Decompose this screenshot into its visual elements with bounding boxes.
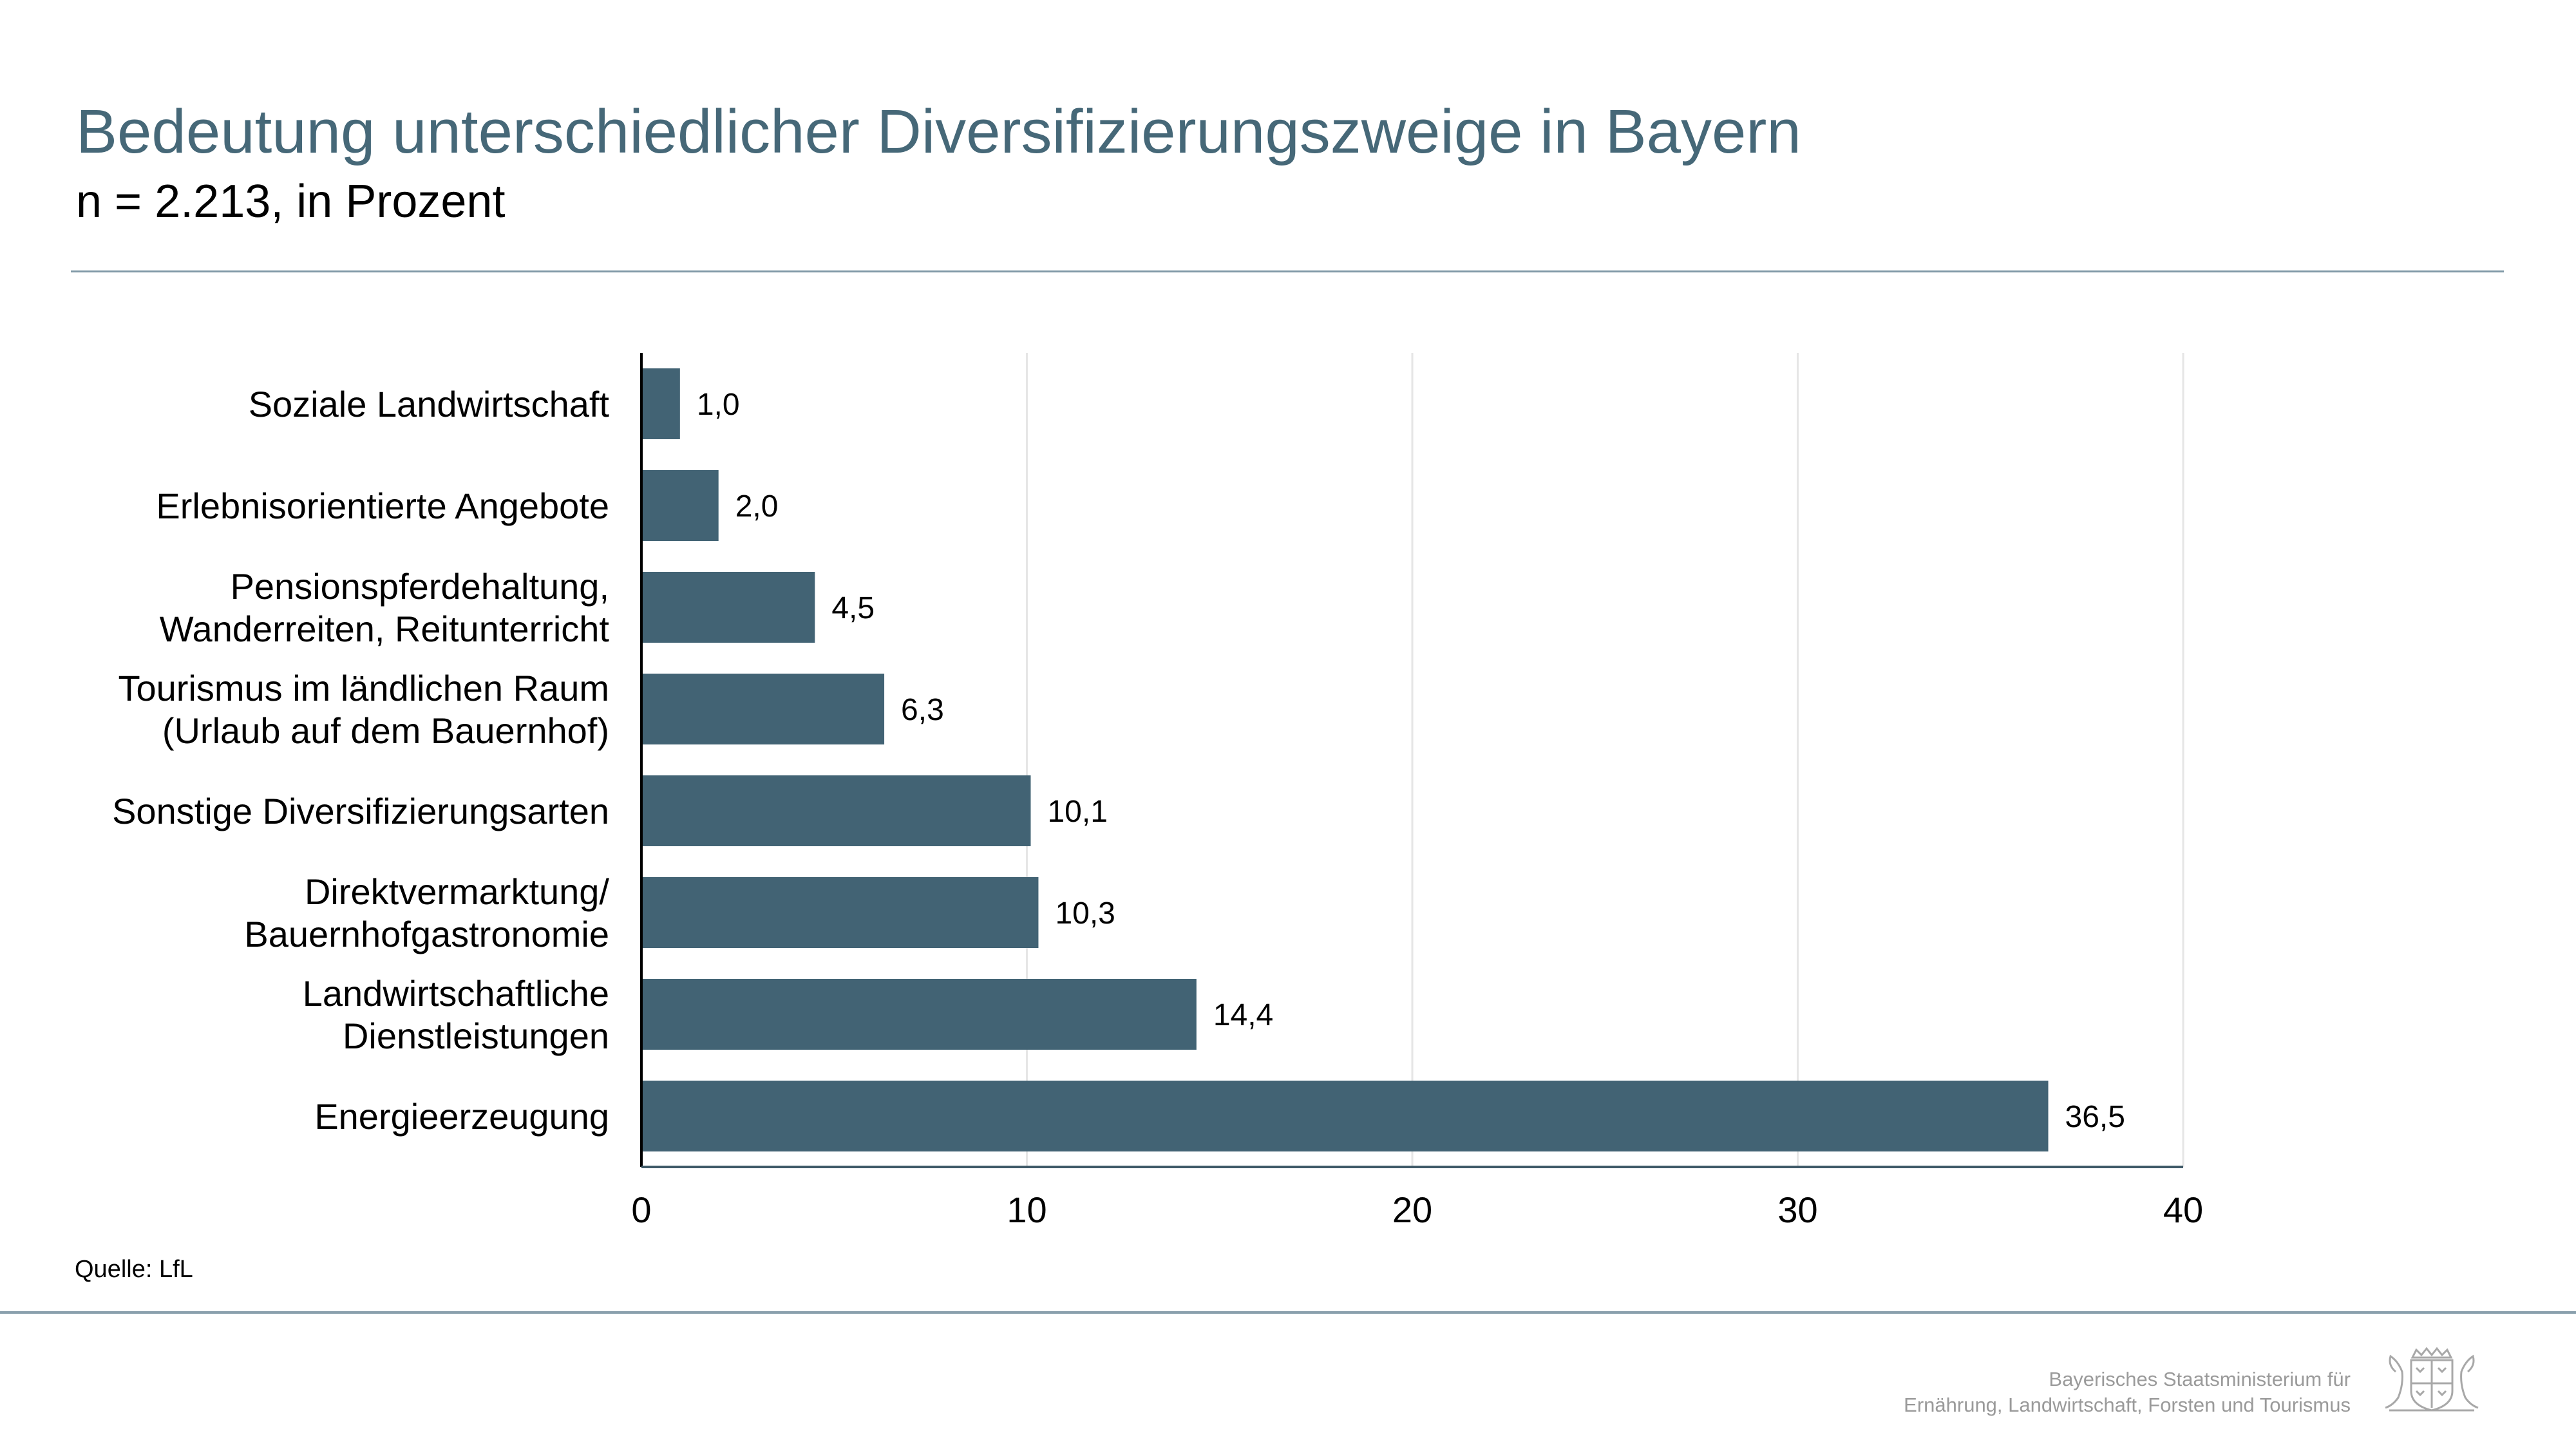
bar-7	[641, 1081, 2049, 1151]
value-label-4: 10,1	[1047, 795, 1107, 829]
category-label-5-0: Direktvermarktung/	[305, 871, 609, 912]
value-label-1: 2,0	[735, 489, 779, 524]
ministry-name: Bayerisches Staatsministerium für Ernähr…	[1904, 1367, 2351, 1418]
category-label-2-0: Pensionspferdehaltung,	[231, 566, 609, 607]
bavarian-coat-of-arms-icon	[2385, 1347, 2479, 1412]
value-label-0: 1,0	[697, 388, 740, 422]
bar-2	[641, 572, 815, 643]
bar-4	[641, 775, 1031, 846]
x-tick-label-0: 0	[631, 1189, 651, 1230]
category-label-5-1: Bauernhofgastronomie	[244, 914, 609, 954]
value-label-7: 36,5	[2065, 1100, 2125, 1134]
x-tick-label-40: 40	[2163, 1189, 2203, 1230]
ministry-name-line2: Ernährung, Landwirtschaft, Forsten und T…	[1904, 1394, 2351, 1416]
bar-6	[641, 979, 1197, 1050]
header-divider	[71, 270, 2504, 272]
bar-1	[641, 470, 719, 541]
bar-0	[641, 368, 680, 439]
chart-title: Bedeutung unterschiedlicher Diversifizie…	[76, 97, 1801, 166]
footer-divider	[0, 1311, 2576, 1314]
category-label-6-1: Dienstleistungen	[343, 1016, 609, 1056]
category-label-4-0: Sonstige Diversifizierungsarten	[112, 791, 609, 831]
x-tick-label-10: 10	[1007, 1189, 1046, 1230]
category-label-7-0: Energieerzeugung	[314, 1096, 609, 1137]
category-label-2-1: Wanderreiten, Reitunterricht	[160, 609, 610, 649]
value-label-2: 4,5	[831, 591, 875, 625]
ministry-name-line1: Bayerisches Staatsministerium für	[2049, 1368, 2351, 1390]
value-label-5: 10,3	[1055, 896, 1115, 931]
x-tick-label-30: 30	[1777, 1189, 1817, 1230]
bar-3	[641, 674, 885, 744]
category-label-3-1: (Urlaub auf dem Bauernhof)	[162, 710, 609, 751]
category-label-0-0: Soziale Landwirtschaft	[249, 384, 610, 424]
bar-5	[641, 877, 1039, 948]
category-label-1-0: Erlebnisorientierte Angebote	[156, 486, 609, 526]
source-note: Quelle: LfL	[75, 1256, 193, 1283]
value-label-3: 6,3	[901, 693, 944, 727]
category-label-3-0: Tourismus im ländlichen Raum	[118, 668, 609, 708]
x-tick-label-20: 20	[1392, 1189, 1432, 1230]
category-label-6-0: Landwirtschaftliche	[303, 973, 609, 1014]
chart-subtitle: n = 2.213, in Prozent	[76, 176, 506, 227]
value-label-6: 14,4	[1213, 998, 1273, 1032]
